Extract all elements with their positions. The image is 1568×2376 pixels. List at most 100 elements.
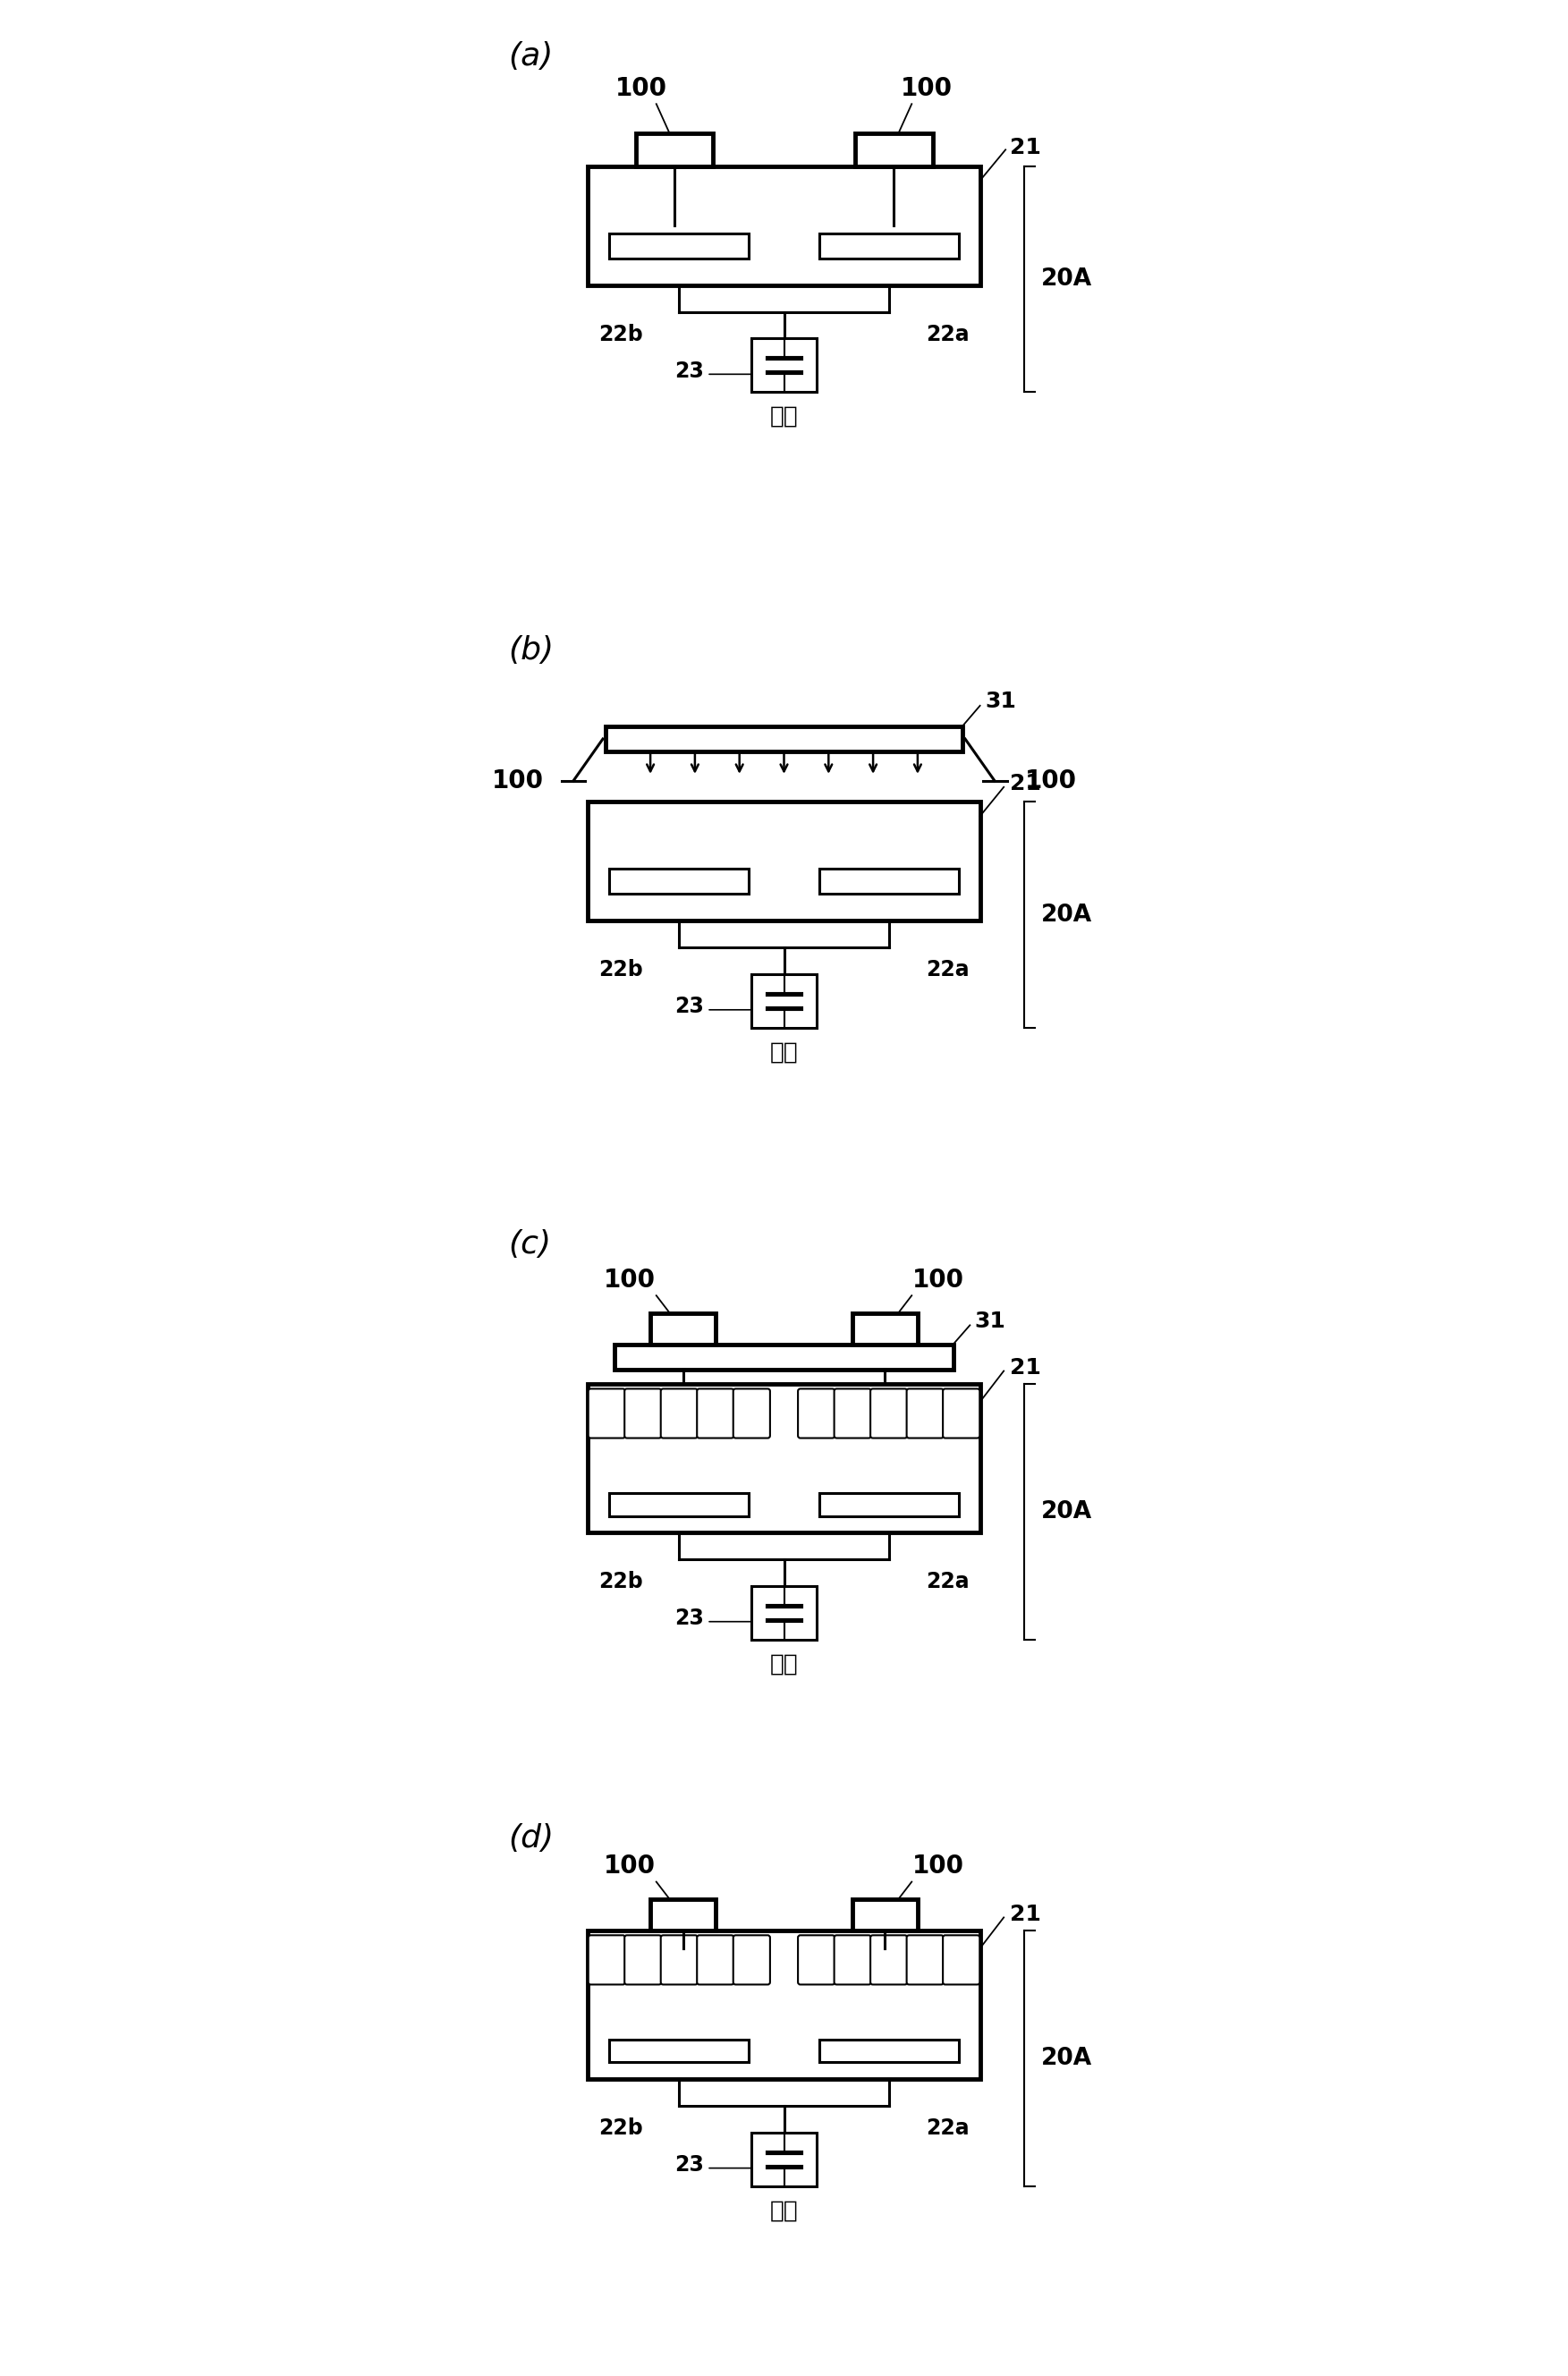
Text: 接通: 接通 xyxy=(770,2200,798,2222)
Text: 100: 100 xyxy=(604,1266,655,1293)
Text: (c): (c) xyxy=(508,1228,550,1259)
Text: -: - xyxy=(812,1414,820,1433)
FancyBboxPatch shape xyxy=(834,1388,870,1437)
Bar xyxy=(615,1345,953,1369)
FancyBboxPatch shape xyxy=(624,1934,662,1984)
Text: 21: 21 xyxy=(1010,135,1041,159)
Text: +: + xyxy=(742,1411,760,1435)
Text: -: - xyxy=(676,1941,684,1960)
FancyBboxPatch shape xyxy=(798,1934,834,1984)
FancyBboxPatch shape xyxy=(870,1934,908,1984)
Text: -: - xyxy=(602,1395,610,1414)
Text: -: - xyxy=(748,1941,756,1960)
Bar xyxy=(588,166,980,285)
Text: -: - xyxy=(640,1395,646,1414)
Text: -: - xyxy=(676,1395,684,1414)
Text: 22a: 22a xyxy=(925,1571,969,1592)
Text: 100: 100 xyxy=(616,76,668,100)
Text: 22b: 22b xyxy=(599,323,643,345)
Text: 22a: 22a xyxy=(925,323,969,345)
FancyBboxPatch shape xyxy=(588,1388,626,1437)
Text: +: + xyxy=(706,1411,724,1435)
Bar xyxy=(751,337,817,392)
Text: (d): (d) xyxy=(508,1825,554,1853)
Text: 31: 31 xyxy=(985,691,1016,713)
Text: 23: 23 xyxy=(674,361,704,383)
Bar xyxy=(751,1587,817,1639)
Text: 21: 21 xyxy=(1010,1357,1041,1378)
Text: -: - xyxy=(602,1941,610,1960)
Text: 100: 100 xyxy=(913,1266,964,1293)
Text: +: + xyxy=(706,1958,724,1982)
Text: +: + xyxy=(670,1411,688,1435)
FancyBboxPatch shape xyxy=(906,1934,944,1984)
Text: -: - xyxy=(922,1960,928,1979)
FancyBboxPatch shape xyxy=(834,1934,870,1984)
Text: +: + xyxy=(880,1392,898,1414)
Bar xyxy=(751,974,817,1026)
FancyBboxPatch shape xyxy=(660,1934,698,1984)
Text: -: - xyxy=(748,1395,756,1414)
Text: 关闭: 关闭 xyxy=(770,404,798,428)
FancyBboxPatch shape xyxy=(734,1934,770,1984)
FancyBboxPatch shape xyxy=(698,1388,734,1437)
Text: +: + xyxy=(808,1392,826,1414)
Bar xyxy=(651,1314,715,1345)
Text: 21: 21 xyxy=(1010,772,1041,796)
Text: -: - xyxy=(712,1941,720,1960)
FancyBboxPatch shape xyxy=(698,1934,734,1984)
Text: 100: 100 xyxy=(604,1853,655,1879)
Text: -: - xyxy=(640,1941,646,1960)
Text: +: + xyxy=(880,1939,898,1960)
Text: -: - xyxy=(848,1960,856,1979)
Text: +: + xyxy=(808,1939,826,1960)
Text: 23: 23 xyxy=(674,1609,704,1630)
FancyBboxPatch shape xyxy=(942,1934,980,1984)
Bar xyxy=(588,801,980,920)
Bar xyxy=(820,2039,960,2062)
Bar xyxy=(820,870,960,893)
Text: 23: 23 xyxy=(674,2155,704,2176)
Text: 20A: 20A xyxy=(1041,2046,1093,2069)
Text: -: - xyxy=(958,1414,966,1433)
FancyBboxPatch shape xyxy=(588,1934,626,1984)
Text: 100: 100 xyxy=(1024,767,1076,794)
Text: -: - xyxy=(712,1395,720,1414)
Text: 20A: 20A xyxy=(1041,1499,1093,1523)
Bar xyxy=(651,1901,715,1929)
Text: 100: 100 xyxy=(913,1853,964,1879)
Bar xyxy=(635,133,713,166)
Bar xyxy=(608,870,748,893)
FancyBboxPatch shape xyxy=(942,1388,980,1437)
Text: -: - xyxy=(812,1960,820,1979)
FancyBboxPatch shape xyxy=(660,1388,698,1437)
Text: 21: 21 xyxy=(1010,1903,1041,1925)
Text: +: + xyxy=(670,1958,688,1982)
Bar xyxy=(588,1383,980,1533)
Text: +: + xyxy=(633,1411,652,1435)
Text: +: + xyxy=(916,1392,935,1414)
Text: +: + xyxy=(844,1939,862,1960)
FancyBboxPatch shape xyxy=(624,1388,662,1437)
Text: 22b: 22b xyxy=(599,960,643,981)
Bar xyxy=(608,233,748,259)
Text: 31: 31 xyxy=(975,1312,1005,1333)
Text: +: + xyxy=(952,1939,971,1960)
Text: +: + xyxy=(952,1392,971,1414)
Text: (b): (b) xyxy=(508,634,554,665)
FancyBboxPatch shape xyxy=(870,1388,908,1437)
Bar xyxy=(588,1929,980,2079)
Bar xyxy=(820,1492,960,1516)
Bar xyxy=(751,2134,817,2186)
Text: 100: 100 xyxy=(900,76,952,100)
Text: +: + xyxy=(844,1392,862,1414)
Text: -: - xyxy=(848,1414,856,1433)
Text: -: - xyxy=(884,1414,892,1433)
Text: -: - xyxy=(884,1960,892,1979)
Bar xyxy=(853,1901,917,1929)
Text: (a): (a) xyxy=(508,40,554,71)
Text: 20A: 20A xyxy=(1041,268,1093,290)
Text: 20A: 20A xyxy=(1041,903,1093,927)
Bar xyxy=(605,727,963,751)
Text: -: - xyxy=(922,1414,928,1433)
